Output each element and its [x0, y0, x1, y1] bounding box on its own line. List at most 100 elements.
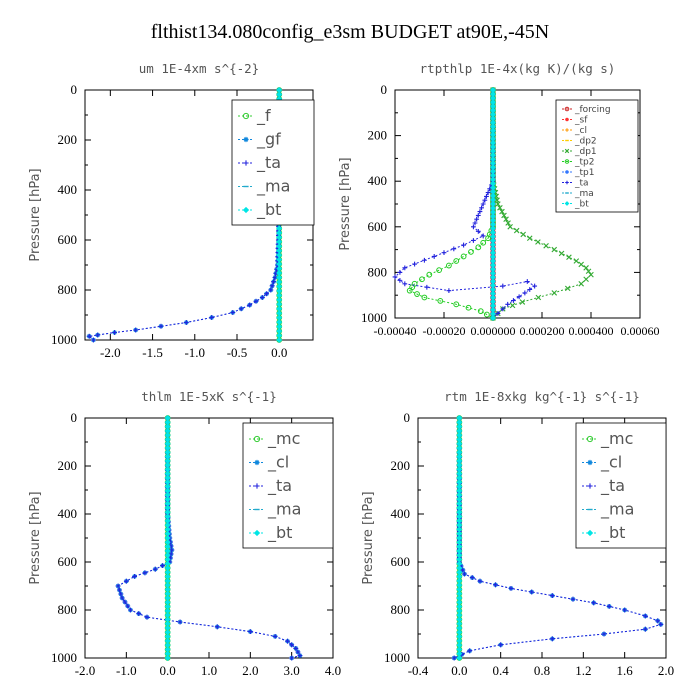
data-point: [471, 224, 476, 230]
data-point: [601, 631, 607, 637]
data-point: [268, 287, 274, 293]
data-point: [285, 638, 290, 644]
chart-panel-2: rtpthlp 1E-4x(kg K)/(kg s) Pressure [hPa]…: [338, 61, 660, 338]
y-axis-label: Pressure [hPa]: [28, 168, 43, 261]
chart-panel-3: thlm 1E-5xK s^{-1} Pressure [hPa] 0 200 400 6…: [28, 389, 341, 678]
data-point: [551, 290, 558, 296]
data-point: [583, 276, 589, 283]
y-tick-label: 0: [381, 82, 388, 97]
data-point: [507, 224, 513, 230]
data-point: [412, 261, 417, 267]
data-point: [406, 287, 413, 294]
legend-marker: [564, 201, 570, 206]
y-axis-label: Pressure [hPa]: [338, 157, 353, 250]
data-point: [570, 596, 576, 602]
legend-label: _mc: [600, 429, 633, 449]
data-point: [424, 284, 430, 290]
legend-label: _ma: [600, 500, 634, 520]
y-tick-label: 1000: [51, 650, 77, 665]
legend: _forcing_sf_cl_dp2_dp1_tp2_tp1_ta_ma_bt: [555, 99, 639, 213]
data-point: [508, 586, 514, 591]
legend-marker: [587, 483, 593, 489]
data-point: [519, 299, 526, 305]
data-point: [119, 595, 125, 601]
data-point: [125, 603, 131, 609]
data-point: [158, 323, 164, 329]
y-tick-label: 800: [58, 282, 78, 297]
data-point: [133, 327, 139, 333]
data-point: [642, 626, 648, 632]
data-point: [295, 649, 301, 655]
y-tick-label: 800: [391, 602, 411, 617]
legend-label: _dp2: [574, 137, 597, 147]
legend-marker: [565, 170, 569, 174]
data-point: [465, 304, 472, 311]
chart-panel-4: rtm 1E-8xkg kg^{-1} s^{-1} Pressure [hPa]…: [361, 389, 674, 678]
data-point: [446, 262, 452, 269]
data-point: [132, 574, 137, 579]
data-point: [591, 600, 597, 606]
legend-label: _forcing: [574, 105, 611, 115]
data-point: [169, 547, 175, 553]
data-point: [499, 208, 505, 215]
x-tick-label: -2.0: [100, 345, 121, 360]
data-point: [493, 582, 498, 588]
data-point: [566, 254, 572, 260]
x-tick-label: -0.5: [227, 345, 248, 360]
data-point: [573, 258, 580, 264]
x-tick-label: 2.0: [242, 663, 258, 678]
legend-marker: [565, 180, 569, 185]
legend-marker: [242, 206, 250, 214]
data-point: [160, 563, 165, 568]
data-point: [578, 261, 584, 268]
data-point: [152, 566, 158, 572]
data-point: [115, 583, 121, 589]
data-point: [136, 611, 142, 616]
data-point: [468, 248, 474, 255]
data-point: [658, 622, 664, 627]
y-tick-label: 1000: [361, 310, 387, 325]
series-line: [453, 418, 662, 659]
data-point: [535, 239, 541, 245]
data-point: [469, 575, 475, 580]
legend-marker: [254, 483, 260, 489]
legend-marker: [254, 459, 260, 466]
y-axis-label: Pressure [hPa]: [361, 491, 376, 584]
y-tick-label: 400: [368, 173, 388, 188]
legend-label: _bt: [600, 523, 625, 543]
legend-label: _ma: [574, 189, 594, 199]
data-point: [475, 244, 482, 251]
legend-label: _cl: [267, 453, 289, 473]
legend: _mc _cl _ta _ma _bt: [575, 422, 667, 549]
legend-marker: [243, 136, 249, 143]
data-point: [549, 593, 555, 598]
legend-marker: [253, 435, 261, 443]
data-point: [128, 607, 133, 613]
data-point: [551, 246, 558, 253]
legend-marker: [565, 117, 569, 122]
data-point: [480, 201, 486, 207]
data-point: [460, 567, 466, 573]
series-bt: [164, 415, 171, 661]
data-point: [247, 302, 253, 308]
data-point: [436, 267, 443, 274]
data-point: [397, 270, 403, 275]
y-tick-label: 0: [71, 410, 78, 425]
legend: _f _gf _ta _ma _bt: [231, 99, 315, 226]
data-point: [431, 254, 437, 259]
data-point: [453, 301, 460, 308]
series-ta: [392, 87, 538, 321]
data-point: [505, 301, 511, 307]
data-point: [511, 298, 516, 303]
y-tick-label: 400: [391, 506, 411, 521]
series-bt: [456, 415, 463, 661]
data-point: [503, 216, 509, 222]
data-point: [276, 337, 283, 343]
data-point: [513, 227, 520, 234]
data-point: [477, 578, 483, 584]
data-point: [480, 233, 486, 239]
y-axis-label: Pressure [hPa]: [28, 491, 43, 584]
panel-title: rtm 1E-8xkg kg^{-1} s^{-1}: [444, 389, 640, 404]
data-point: [238, 306, 244, 312]
